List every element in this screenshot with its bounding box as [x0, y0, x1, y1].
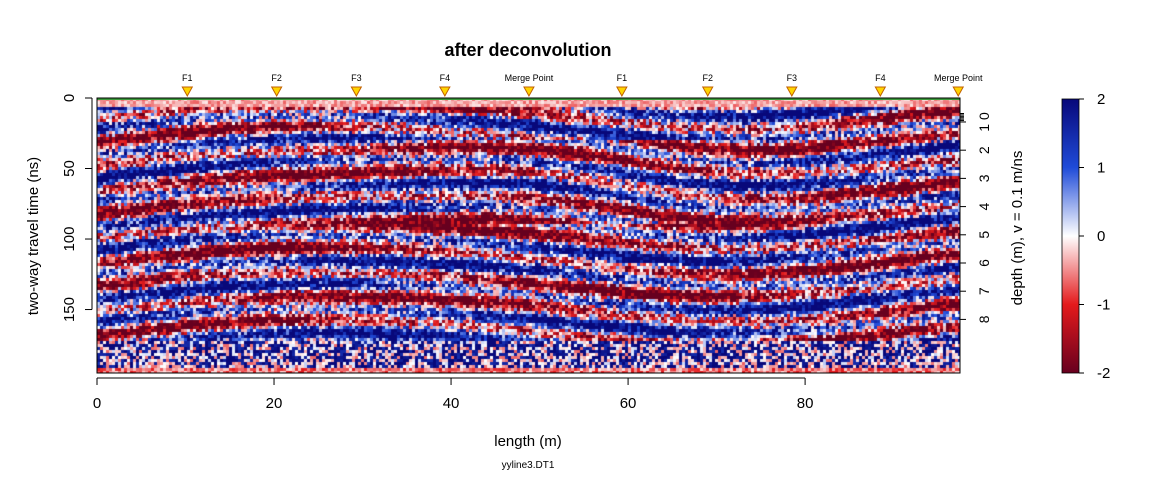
depth-tick-label: 4 — [976, 202, 992, 210]
marker-label: F3 — [351, 73, 362, 83]
marker-triangle — [616, 86, 628, 98]
marker-label: F1 — [182, 73, 193, 83]
x-tick-label: 40 — [443, 395, 460, 412]
marker-label: F1 — [617, 73, 628, 83]
depth-tick-label: 2 — [976, 146, 992, 154]
marker-triangle — [270, 86, 283, 98]
y-tick-label: 50 — [61, 160, 78, 177]
y-tick-label: 100 — [61, 227, 78, 252]
marker-group: F1 F2 F3 F4 Merge Point F1 F2 F3 F4 Merge Point — [181, 73, 983, 98]
colorbar-tick-label: 2 — [1097, 91, 1105, 108]
marker-triangle — [350, 86, 363, 98]
depth-tick-label: 8 — [976, 315, 992, 323]
marker-label: F4 — [440, 73, 451, 83]
colorbar-tick-label: -2 — [1097, 365, 1110, 382]
depth-axis: 1 0 2 3 4 5 6 7 8 — [959, 112, 992, 344]
marker-label: F3 — [787, 73, 798, 83]
depth-tick-label: 6 — [976, 259, 992, 267]
colorbar-tick-label: 1 — [1097, 160, 1105, 177]
marker-label: Merge Point — [934, 73, 983, 83]
marker-triangle — [181, 86, 194, 98]
colorbar-bar — [1061, 98, 1080, 374]
chart-title: after deconvolution — [444, 40, 611, 60]
y-axis: 0 50 100 150 — [61, 94, 93, 322]
marker-triangle — [701, 86, 714, 98]
marker-label: Merge Point — [505, 73, 554, 83]
x-axis: 0 20 40 60 80 — [93, 377, 814, 412]
file-caption: yyline3.DT1 — [502, 460, 555, 471]
marker-label: F2 — [702, 73, 713, 83]
x-axis-label: length (m) — [494, 433, 562, 450]
colorbar: -2 -1 0 1 2 — [1061, 91, 1110, 382]
x-tick-label: 80 — [797, 395, 814, 412]
depth-axis-label: depth (m), v = 0.1 m/ns — [1009, 151, 1026, 306]
x-tick-label: 60 — [620, 395, 637, 412]
depth-tick-label: 3 — [976, 174, 992, 182]
depth-tick-label: 5 — [976, 231, 992, 239]
marker-triangle — [874, 86, 887, 98]
marker-triangle — [952, 86, 965, 98]
colorbar-tick-label: -1 — [1097, 297, 1110, 314]
surface-line — [97, 98, 960, 100]
marker-label: F2 — [271, 73, 282, 83]
heatmap-area — [97, 98, 960, 373]
marker-label: F4 — [875, 73, 886, 83]
marker-triangle — [785, 86, 798, 98]
marker-triangle — [523, 86, 535, 98]
depth-tick-label: 7 — [976, 287, 992, 295]
x-tick-label: 20 — [266, 395, 283, 412]
y-tick-label: 150 — [61, 297, 78, 322]
x-tick-label: 0 — [93, 395, 101, 412]
colorbar-tick-label: 0 — [1097, 228, 1105, 245]
heatmap-raster — [97, 98, 960, 373]
depth-tick-label: 1 0 — [976, 112, 992, 132]
marker-triangle — [439, 86, 451, 98]
y-tick-label: 0 — [61, 94, 78, 102]
y-axis-label: two-way travel time (ns) — [25, 157, 42, 315]
